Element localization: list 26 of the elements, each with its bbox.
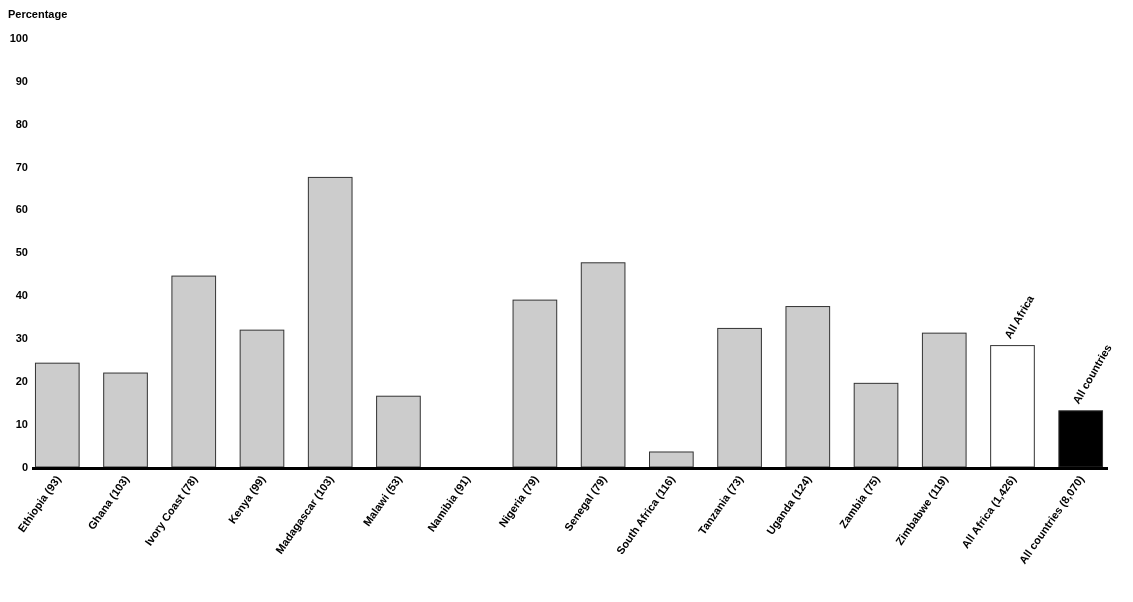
bar bbox=[239, 329, 285, 468]
bar bbox=[171, 275, 217, 468]
y-tick-label: 60 bbox=[15, 203, 28, 216]
y-tick-label: 0 bbox=[21, 460, 28, 473]
bar bbox=[921, 332, 967, 468]
bar bbox=[34, 362, 80, 468]
y-tick-label: 50 bbox=[15, 246, 28, 259]
y-tick-label: 30 bbox=[15, 332, 28, 345]
y-tick-label: 40 bbox=[15, 289, 28, 302]
bar bbox=[853, 382, 899, 468]
bar bbox=[512, 299, 558, 468]
bar bbox=[717, 327, 762, 468]
bar bbox=[990, 345, 1035, 468]
y-axis-title: Percentage bbox=[8, 8, 68, 20]
y-tick-label: 80 bbox=[15, 117, 28, 130]
y-tick-label: 10 bbox=[15, 417, 28, 430]
bar bbox=[649, 451, 694, 468]
y-tick-label: 20 bbox=[15, 375, 28, 388]
bar bbox=[376, 395, 421, 468]
y-tick-label: 70 bbox=[15, 160, 28, 173]
bar bbox=[307, 176, 353, 468]
y-tick-label: 100 bbox=[9, 31, 28, 44]
y-tick-label: 90 bbox=[15, 74, 28, 87]
bar bbox=[580, 262, 626, 468]
bar bbox=[785, 306, 831, 468]
bar bbox=[103, 372, 148, 468]
